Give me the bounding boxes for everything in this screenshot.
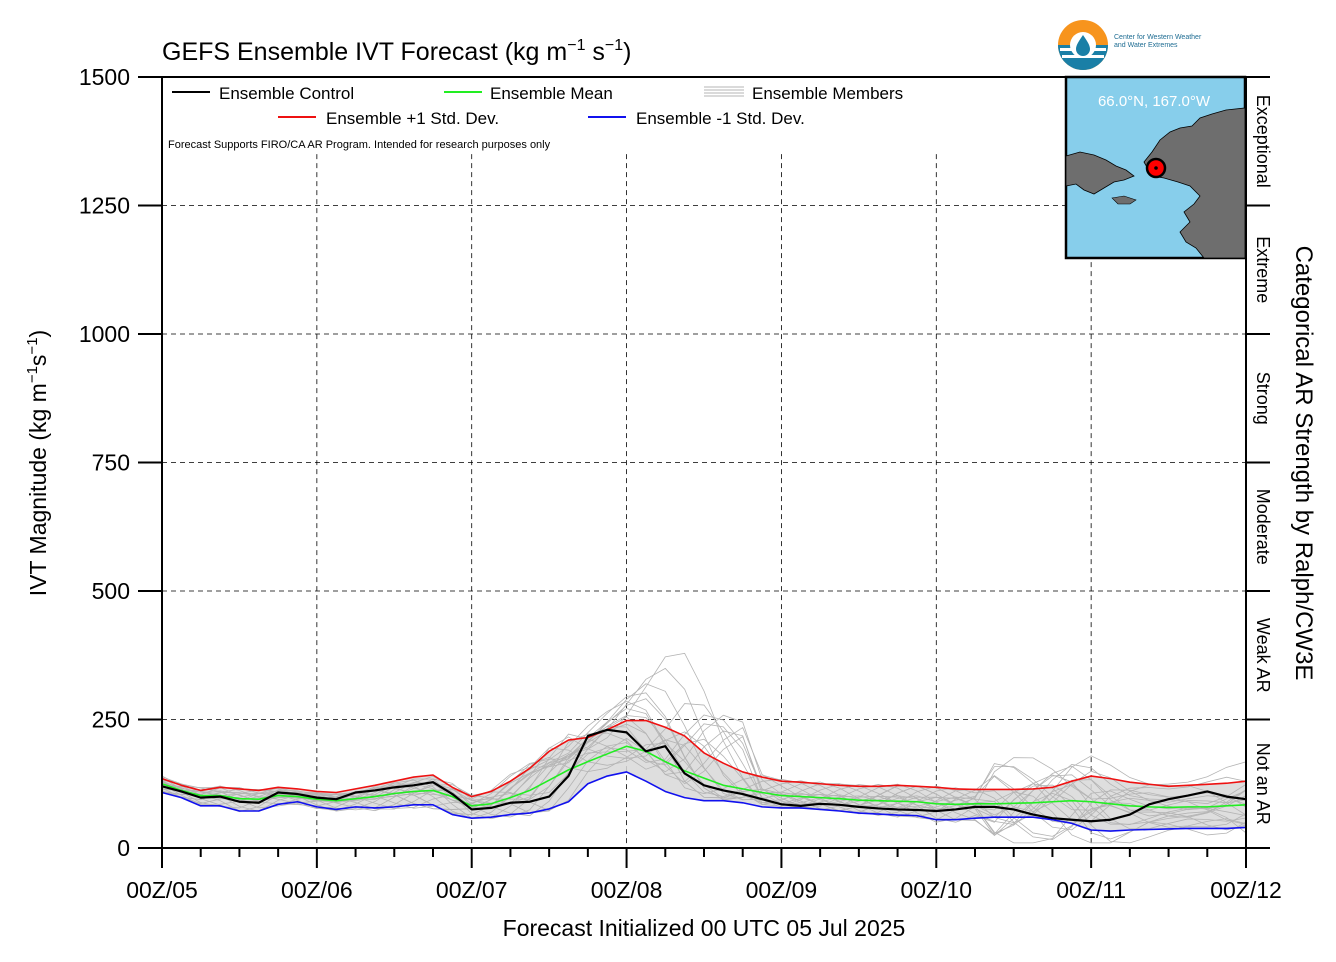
x-axis-label: Forecast Initialized 00 UTC 05 Jul 2025 bbox=[503, 915, 906, 941]
legend-plus-label: Ensemble +1 Std. Dev. bbox=[326, 109, 499, 128]
x-tick-label: 00Z/12 bbox=[1210, 877, 1282, 903]
ensemble-member-line bbox=[161, 739, 1247, 844]
axes: 0 250 500 750 1000 1250 1500 00Z/05 00Z/06 00Z/07… bbox=[79, 64, 1282, 903]
research-note: Forecast Supports FIRO/CA AR Program. In… bbox=[168, 139, 551, 151]
legend: Ensemble Control Ensemble Mean Ensemble … bbox=[168, 84, 903, 151]
y-tick-label: 0 bbox=[117, 835, 130, 861]
y-tick-label: 1500 bbox=[79, 64, 130, 90]
cw3e-logo-icon bbox=[1058, 20, 1108, 70]
inset-island bbox=[1111, 195, 1137, 205]
series-lines bbox=[161, 719, 1247, 832]
ensemble-member-line bbox=[161, 733, 1247, 831]
x-tick-label: 00Z/11 bbox=[1056, 877, 1126, 903]
chart-title: GEFS Ensemble IVT Forecast (kg m−1 s−1) bbox=[162, 37, 632, 66]
inset-map: 66.0°N, 167.0°W bbox=[1064, 75, 1247, 260]
inset-land-west bbox=[1065, 151, 1135, 195]
x-tick-label: 00Z/10 bbox=[900, 877, 972, 903]
legend-mean-label: Ensemble Mean bbox=[490, 84, 613, 103]
legend-minus-label: Ensemble -1 Std. Dev. bbox=[636, 109, 805, 128]
x-tick-label: 00Z/09 bbox=[746, 877, 818, 903]
series-line-minus bbox=[161, 771, 1247, 832]
y-tick-label: 1250 bbox=[79, 193, 130, 219]
inset-land-east bbox=[1143, 107, 1246, 259]
series-line-plus bbox=[161, 719, 1247, 798]
x-tick-label: 00Z/06 bbox=[281, 877, 353, 903]
ensemble-members bbox=[161, 652, 1247, 844]
category-label: Weak AR bbox=[1253, 618, 1273, 693]
ensemble-member-line bbox=[161, 667, 1247, 819]
legend-members-label: Ensemble Members bbox=[752, 84, 903, 103]
y-tick-label: 500 bbox=[92, 578, 130, 604]
y-tick-label: 750 bbox=[92, 450, 130, 476]
ensemble-member-line bbox=[161, 708, 1247, 826]
grid-lines bbox=[162, 154, 1246, 848]
inset-location-label: 66.0°N, 167.0°W bbox=[1098, 93, 1211, 110]
right-axis-title: Categorical AR Strength by Ralph/CW3E bbox=[1290, 246, 1317, 681]
y-tick-label: 1000 bbox=[79, 321, 130, 347]
series-line-control bbox=[161, 728, 1247, 823]
x-tick-label: 00Z/07 bbox=[436, 877, 508, 903]
category-label: Not an AR bbox=[1253, 743, 1273, 825]
category-label: Extreme bbox=[1253, 236, 1273, 303]
ensemble-member-line bbox=[161, 715, 1247, 836]
y-axis-label: IVT Magnitude (kg m−1s−1) bbox=[24, 330, 51, 596]
legend-members-swatch bbox=[704, 86, 744, 97]
category-label: Moderate bbox=[1253, 489, 1273, 565]
spread-band bbox=[162, 720, 1246, 832]
y-tick-label: 250 bbox=[92, 707, 130, 733]
x-tick-label: 00Z/05 bbox=[126, 877, 198, 903]
ar-categories: Not an AR Weak AR Moderate Strong Extreme Exc… bbox=[1246, 76, 1273, 849]
x-tick-label: 00Z/08 bbox=[591, 877, 663, 903]
logo-line-2: and Water Extremes bbox=[1114, 42, 1178, 49]
logo-text: Center for Western Weather and Water Ext… bbox=[1114, 34, 1201, 50]
series-line-mean bbox=[161, 745, 1247, 809]
legend-control-label: Ensemble Control bbox=[219, 84, 354, 103]
category-label: Exceptional bbox=[1253, 95, 1273, 188]
logo-line-1: Center for Western Weather bbox=[1114, 34, 1202, 41]
category-label: Strong bbox=[1253, 372, 1273, 425]
